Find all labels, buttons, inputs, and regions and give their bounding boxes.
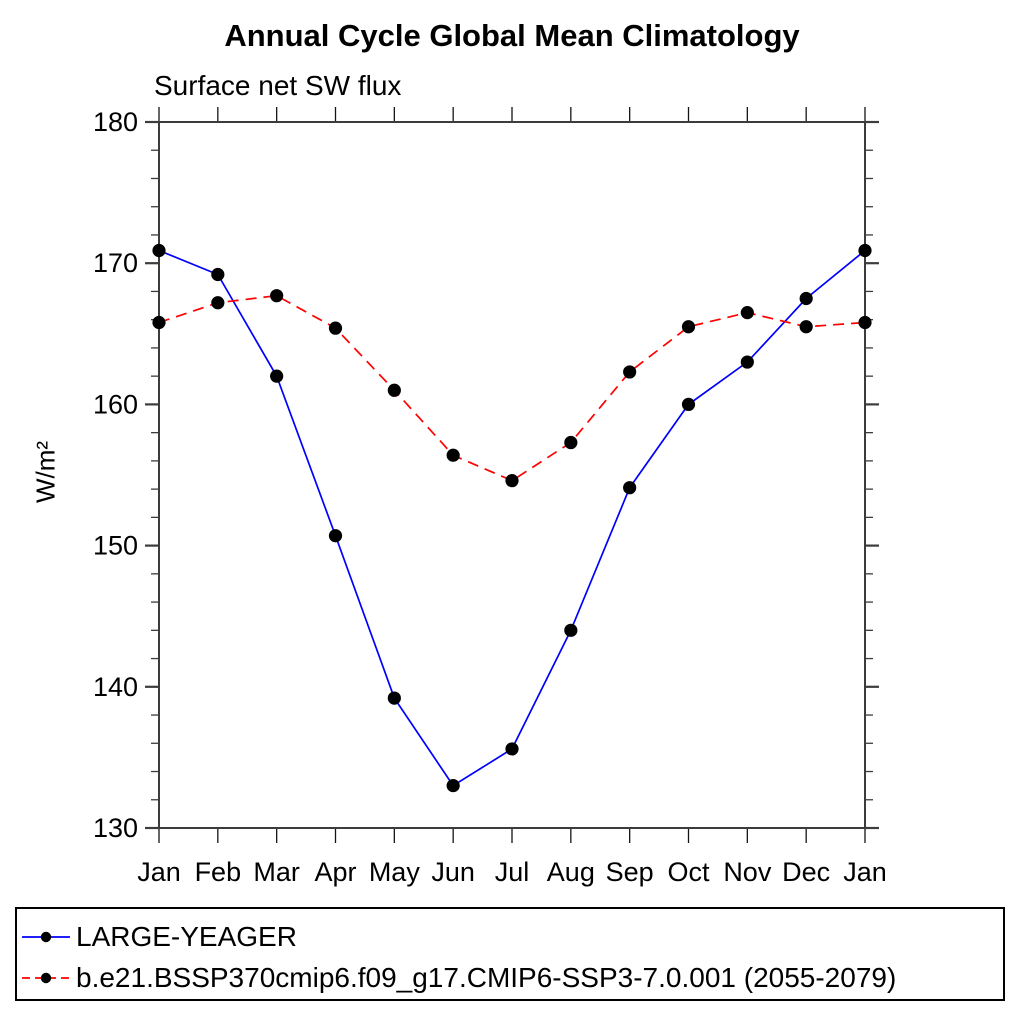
data-point-s1-7 — [564, 435, 578, 450]
legend-item-cmip6-ssp3: b.e21.BSSP370cmip6.f09_g17.CMIP6-SSP3-7.… — [21, 962, 897, 993]
data-point-s0-10 — [740, 355, 754, 369]
x-tick-label: Jan — [843, 857, 887, 887]
y-tick-label: 170 — [93, 248, 138, 278]
data-point-s0-8 — [623, 481, 637, 495]
data-point-s1-0 — [152, 315, 166, 330]
x-tick-label: May — [369, 857, 421, 887]
x-tick-label: Aug — [547, 857, 595, 887]
data-point-s0-11 — [799, 291, 813, 306]
x-tick-label: Jan — [137, 857, 181, 887]
legend-line-sample-icon — [22, 931, 70, 943]
data-point-s0-0 — [152, 243, 166, 258]
x-tick-label: Nov — [723, 857, 772, 887]
data-point-s1-9 — [681, 320, 696, 334]
y-tick-label: 180 — [93, 107, 138, 137]
data-point-s0-3 — [328, 529, 343, 543]
x-tick-label: Feb — [195, 857, 242, 887]
x-tick-label: Jul — [495, 857, 530, 887]
data-point-s1-4 — [387, 383, 401, 397]
y-tick-label: 130 — [93, 813, 138, 843]
x-tick-label: Oct — [667, 857, 710, 887]
legend: LARGE-YEAGER b.e21.BSSP370cmip6.f09_g17.… — [15, 907, 1005, 1001]
data-point-s0-2 — [270, 369, 284, 383]
data-point-s1-1 — [211, 296, 225, 310]
data-point-s1-5 — [446, 448, 460, 462]
data-point-s1-6 — [505, 474, 519, 488]
x-tick-label: Jun — [431, 857, 475, 887]
data-point-s0-1 — [211, 267, 225, 282]
axis-frame — [158, 121, 866, 829]
legend-marker — [40, 931, 52, 943]
legend-label: LARGE-YEAGER — [76, 921, 297, 952]
legend-label: b.e21.BSSP370cmip6.f09_g17.CMIP6-SSP3-7.… — [76, 962, 897, 993]
data-point-s1-3 — [328, 321, 343, 335]
y-tick-label: 140 — [93, 672, 138, 702]
legend-item-large-yeager: LARGE-YEAGER — [21, 921, 297, 952]
data-point-s1-12 — [858, 315, 872, 330]
data-point-s0-5 — [446, 779, 460, 793]
data-point-s0-9 — [681, 397, 696, 411]
data-point-s0-12 — [858, 243, 872, 258]
x-tick-label: Sep — [606, 857, 654, 887]
series-line-1 — [158, 294, 866, 482]
x-tick-label: Apr — [314, 857, 356, 887]
data-point-s0-7 — [564, 623, 578, 637]
y-tick-label: 160 — [93, 389, 138, 419]
y-tick-label: 150 — [93, 531, 138, 561]
data-point-s0-4 — [387, 691, 401, 705]
chart-title: Annual Cycle Global Mean Climatology — [224, 18, 800, 53]
legend-marker — [40, 972, 52, 984]
data-point-s1-8 — [623, 365, 637, 379]
x-tick-label: Mar — [253, 857, 300, 887]
data-point-s0-6 — [505, 742, 519, 756]
data-point-s1-2 — [270, 289, 284, 303]
data-point-s1-10 — [740, 306, 754, 320]
x-tick-label: Dec — [782, 857, 830, 887]
legend-line-sample-icon — [22, 972, 70, 984]
series-line-0 — [158, 249, 866, 787]
data-point-s1-11 — [799, 320, 813, 334]
chart-subtitle: Surface net SW flux — [154, 70, 402, 101]
